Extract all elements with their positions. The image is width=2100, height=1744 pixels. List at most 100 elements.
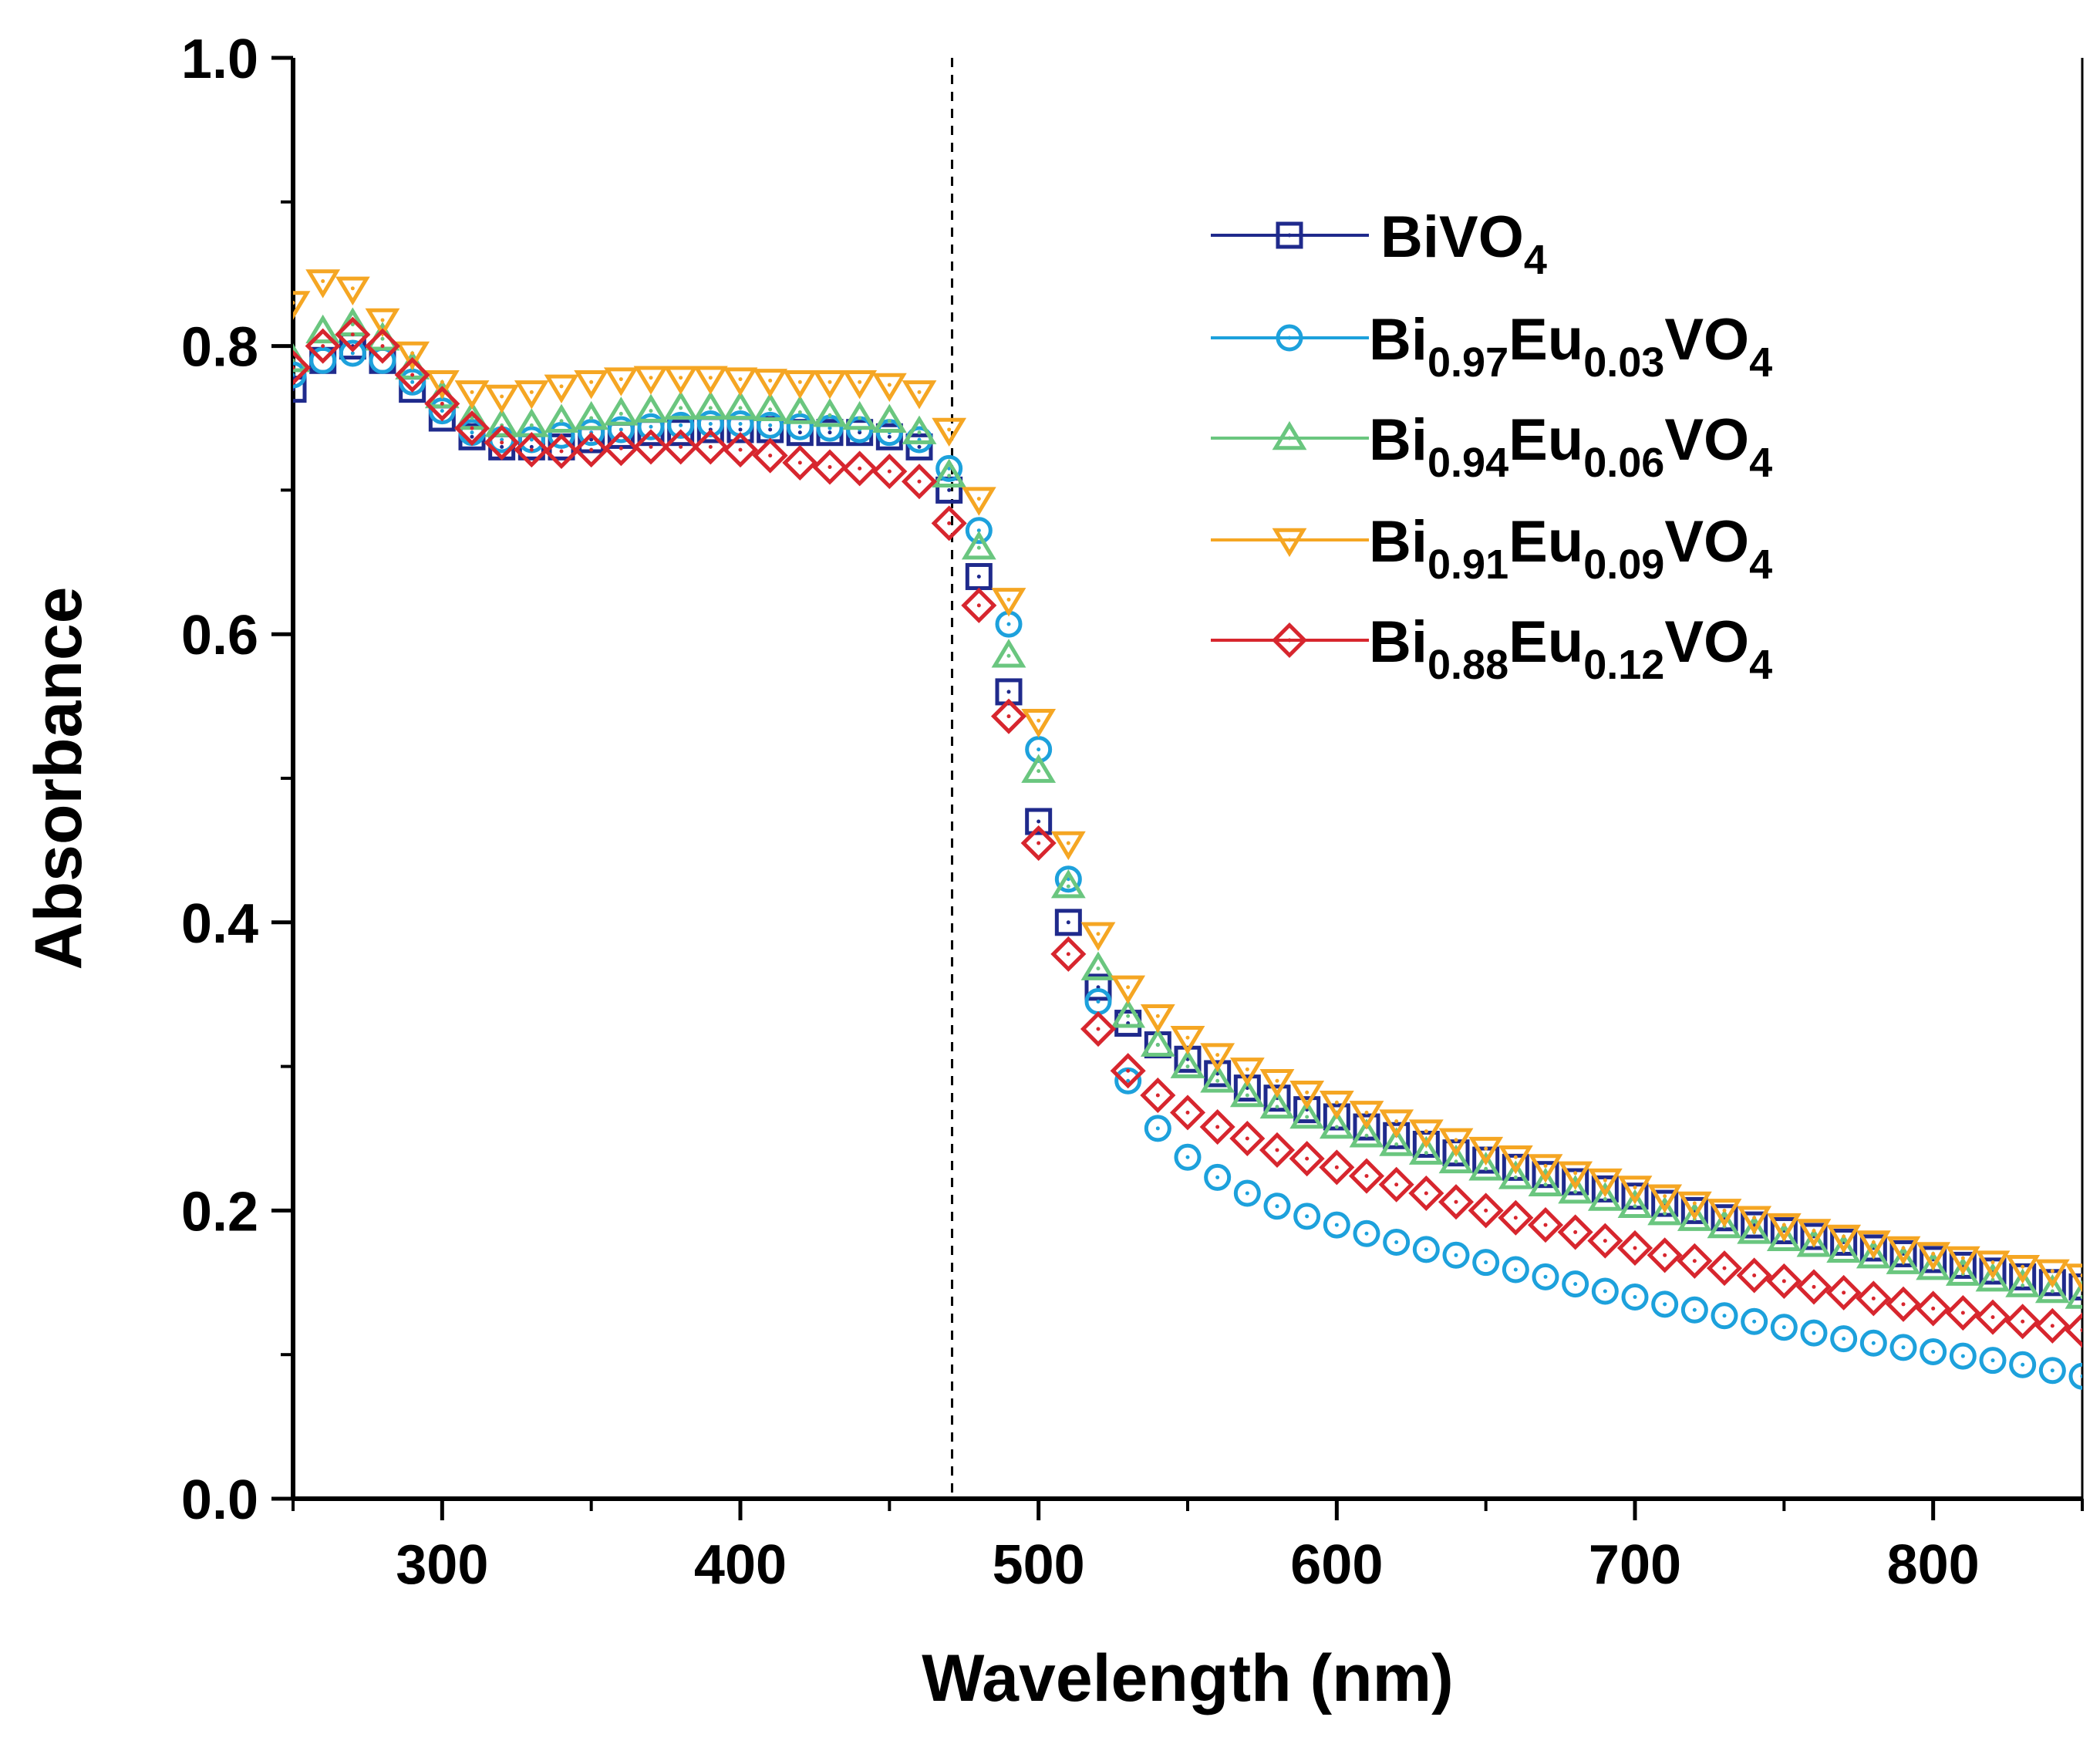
data-point-center [976,574,981,579]
data-point [1353,1219,1380,1247]
data-point [1587,1168,1623,1198]
data-point [1737,1215,1772,1244]
y-tick-label: 0.0 [181,1469,258,1531]
data-point [723,390,758,420]
data-point-center [1692,1307,1697,1312]
data-point [1263,1085,1291,1112]
data-point [305,314,341,344]
data-point [1770,1217,1798,1245]
data-point [632,429,669,465]
data-point-center [500,437,504,442]
data-point [1885,1286,1922,1322]
data-point [1468,1192,1504,1229]
data-point-center [619,411,623,416]
data-point [1587,1182,1623,1211]
data-point-center [1573,1171,1578,1176]
data-point [1438,1128,1474,1157]
data-point [1259,1089,1295,1119]
data-point-center [2080,1374,2082,1378]
data-point-center [529,447,534,452]
data-point-center [768,427,773,432]
data-point [1498,1160,1533,1189]
data-point [1915,1290,1951,1327]
data-point-center [708,444,713,449]
series-3 [293,269,2082,1293]
data-point-center [738,427,743,432]
data-point [1025,808,1053,835]
data-point [1677,1202,1712,1231]
data-point [1889,1334,1917,1361]
legend: BiVO4 Bi0.97Eu0.03VO4 Bi0.94Eu0.06VO4 Bi0.9… [1211,204,1772,688]
data-point [1800,1223,1828,1250]
data-point-center [1663,1211,1667,1216]
data-point-center [1901,1302,1906,1307]
data-point [1438,1184,1475,1220]
data-point [753,392,788,422]
data-point [1647,1196,1683,1226]
data-point [1741,1307,1768,1335]
data-point [1353,1113,1380,1141]
data-point-center [470,430,474,435]
x-tick-label: 400 [694,1534,787,1596]
data-point-center [1424,1151,1428,1155]
data-point [1916,1251,1951,1280]
data-point [1170,1025,1205,1055]
data-point [1916,1242,1951,1271]
data-point-center [2080,1327,2082,1332]
data-point-center [1275,1078,1279,1083]
data-point-center [529,437,534,442]
data-point [905,433,933,460]
series-2 [293,307,2082,1309]
data-point-center [768,423,773,427]
data-point [932,417,967,447]
data-point-center [649,424,653,429]
data-point-center [559,419,564,423]
data-point [1830,1325,1858,1353]
data-point-center [529,444,534,449]
data-point [786,413,814,440]
data-point [1140,1077,1176,1113]
data-point [782,395,817,424]
data-point-center [1812,1331,1816,1335]
data-point [484,384,520,414]
data-point-center [1513,1216,1518,1220]
data-point-center [1901,1345,1906,1350]
data-point-center [1871,1296,1876,1300]
data-point-center [768,378,773,383]
y-tick-label: 1.0 [181,29,258,90]
data-point [514,432,550,468]
data-point [574,400,609,430]
data-point-center [649,409,653,413]
data-point [1383,1122,1411,1149]
data-point-center [1960,1256,1965,1260]
x-axis-title: Wavelength (nm) [922,1641,1454,1715]
data-point [1945,1294,1981,1331]
data-point-center [410,379,415,384]
data-point-center [1633,1204,1637,1209]
data-point-center [1185,1110,1190,1115]
legend-marker [1276,221,1303,249]
legend-marker [1272,420,1307,450]
data-point-center [1454,1159,1458,1164]
data-point [1558,1161,1593,1190]
data-point [365,308,400,338]
data-point-center [321,344,325,349]
data-point-center [708,376,713,380]
data-point-center [828,426,832,430]
data-point [578,419,605,447]
data-point [901,464,938,500]
data-point-center [380,344,385,349]
data-point [1289,1141,1325,1177]
legend-label: Bi0.91Eu0.09VO4 [1369,509,1772,588]
data-point-center [1394,1240,1399,1244]
data-point [544,403,579,433]
data-point-center [380,318,385,322]
data-point [961,587,997,623]
data-point [544,374,579,404]
data-point-center [1305,1156,1310,1161]
data-point [1438,1144,1474,1174]
x-ticks: 300 400 500 600 700 800 [292,1499,2084,1596]
data-point [2005,1268,2041,1297]
data-point [1050,936,1087,972]
